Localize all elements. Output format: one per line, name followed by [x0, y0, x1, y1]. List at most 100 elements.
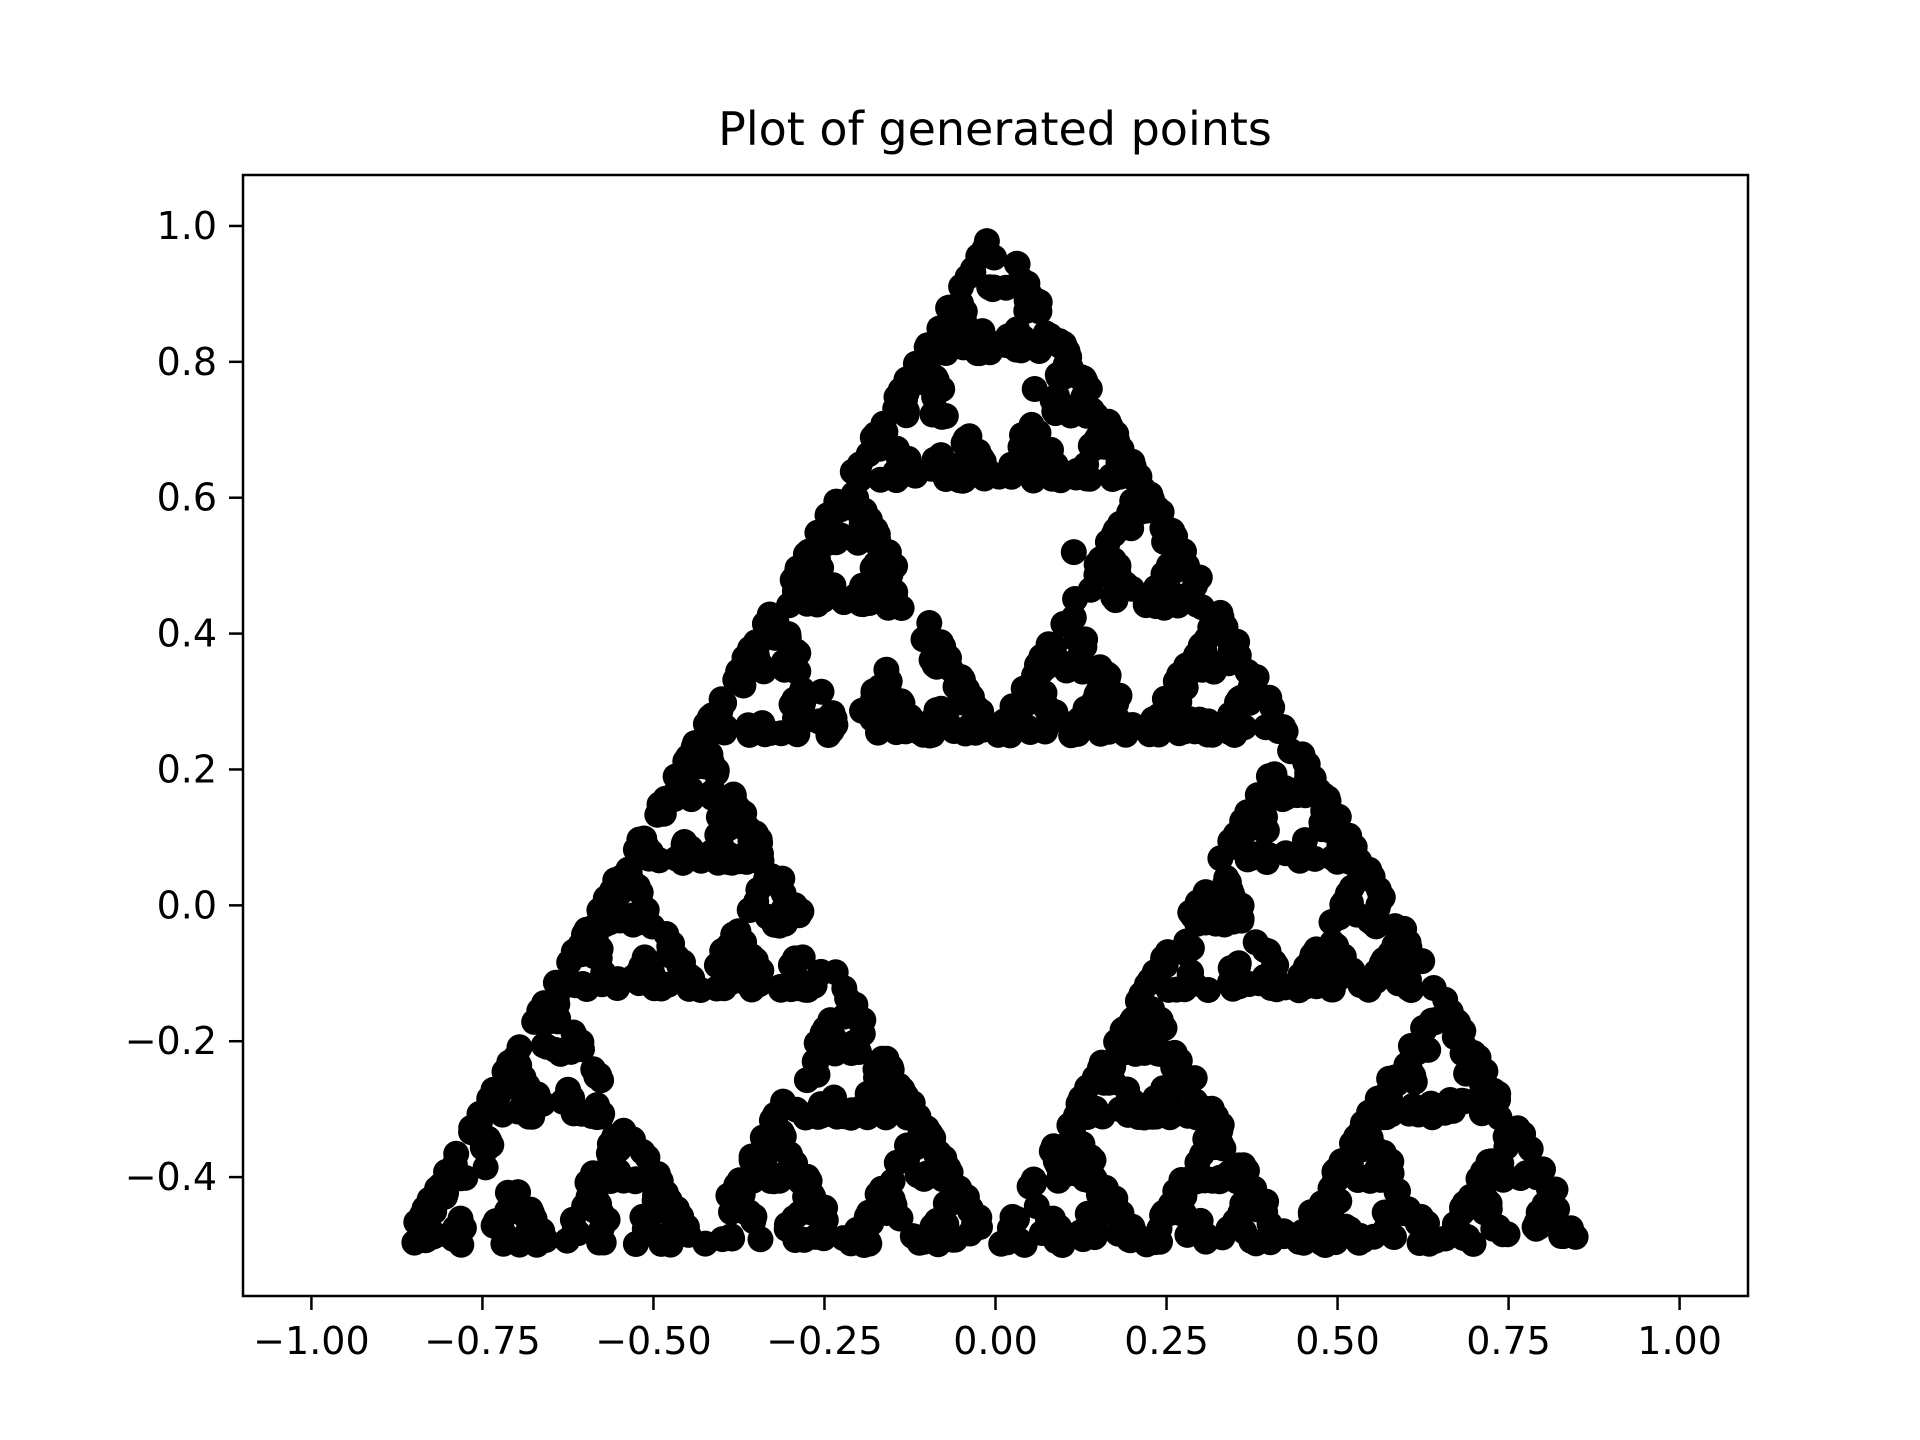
scatter-point	[703, 975, 730, 1002]
scatter-point	[1056, 344, 1083, 371]
scatter-point	[875, 594, 902, 621]
scatter-point	[819, 700, 846, 727]
scatter-point	[1480, 1077, 1507, 1104]
scatter-point	[873, 1200, 900, 1226]
scatter-point	[878, 1054, 904, 1081]
scatter-point	[760, 1168, 787, 1195]
scatter-point	[1221, 721, 1248, 748]
scatter-point	[850, 1007, 877, 1034]
scatter-point	[785, 574, 812, 601]
scatter-point	[1377, 1067, 1404, 1094]
scatter-point	[666, 952, 693, 979]
scatter-point	[1076, 375, 1103, 402]
y-tick-label: −0.2	[125, 1019, 217, 1063]
scatter-point	[795, 538, 822, 565]
scatter-point	[824, 583, 851, 609]
scatter-point	[1037, 323, 1063, 350]
scatter-point	[954, 264, 981, 291]
scatter-points	[401, 228, 1589, 1258]
scatter-point	[916, 610, 943, 636]
scatter-point	[1270, 1218, 1297, 1245]
scatter-point	[1250, 786, 1276, 812]
scatter-point	[1066, 708, 1093, 735]
scatter-point	[918, 646, 945, 673]
scatter-point	[1114, 1076, 1141, 1103]
scatter-point	[737, 635, 763, 662]
scatter-point	[1007, 433, 1034, 460]
scatter-point	[1085, 710, 1111, 737]
scatter-point	[1450, 1018, 1477, 1044]
scatter-point	[623, 1166, 650, 1193]
x-tick-label: 0.75	[1466, 1319, 1551, 1363]
scatter-point	[747, 1226, 774, 1253]
scatter-point	[951, 298, 978, 325]
scatter-point	[506, 1034, 533, 1061]
scatter-point	[1085, 1181, 1112, 1208]
scatter-point	[889, 690, 916, 717]
scatter-point	[1043, 1228, 1069, 1254]
scatter-point	[592, 885, 619, 912]
scatter-point	[785, 658, 812, 685]
scatter-point	[1220, 833, 1247, 860]
scatter-point	[831, 975, 858, 1002]
scatter-point	[946, 1175, 973, 1202]
scatter-point	[1260, 960, 1287, 987]
scatter-point	[714, 809, 741, 836]
scatter-point	[1318, 1196, 1345, 1223]
scatter-point	[936, 451, 963, 478]
scatter-point	[831, 1003, 858, 1030]
scatter-point	[1251, 937, 1278, 964]
x-tick-label: 0.00	[953, 1319, 1038, 1363]
scatter-point	[847, 588, 874, 615]
scatter-point	[1385, 1199, 1412, 1226]
scatter-point	[530, 1032, 557, 1059]
scatter-point	[1139, 1103, 1166, 1130]
scatter-point	[1155, 976, 1182, 1003]
scatter-point	[827, 496, 854, 523]
scatter-point	[1252, 1199, 1279, 1226]
scatter-point	[1228, 905, 1255, 932]
scatter-point	[720, 921, 747, 948]
scatter-point	[626, 970, 652, 997]
scatter-point	[563, 1030, 590, 1056]
scatter-point	[1229, 1190, 1256, 1217]
scatter-point	[1272, 718, 1299, 745]
scatter-point	[434, 1159, 461, 1186]
scatter-point	[728, 669, 755, 696]
scatter-point	[1308, 1230, 1335, 1256]
scatter-point	[906, 719, 933, 745]
scatter-point	[736, 897, 763, 923]
scatter-point	[1171, 538, 1197, 565]
scatter-point	[1024, 460, 1051, 487]
scatter-point	[1154, 939, 1181, 966]
scatter-point	[1062, 586, 1089, 612]
scatter-point	[636, 845, 663, 872]
scatter-point	[792, 976, 819, 1003]
scatter-point	[1157, 1191, 1184, 1218]
scatter-point	[988, 1230, 1015, 1257]
scatter-point	[1378, 1101, 1404, 1128]
scatter-point	[1184, 1149, 1211, 1176]
scatter-point	[969, 335, 996, 362]
scatter-point	[569, 971, 596, 997]
scatter-point	[933, 340, 959, 366]
scatter-point	[859, 555, 886, 581]
scatter-point	[911, 1165, 937, 1192]
scatter-point	[1284, 777, 1311, 804]
scatter-point	[1325, 803, 1352, 830]
scatter-point	[1023, 1193, 1050, 1220]
scatter-point	[1129, 475, 1156, 502]
scatter-point	[846, 451, 873, 478]
scatter-point	[1062, 1160, 1089, 1187]
scatter-point	[766, 912, 793, 939]
scatter-point	[1104, 682, 1131, 709]
scatter-point	[626, 906, 653, 933]
scatter-point	[1069, 1131, 1096, 1157]
scatter-point	[1203, 1103, 1230, 1130]
scatter-point	[574, 1169, 601, 1196]
scatter-point	[920, 1125, 947, 1151]
scatter-point	[966, 1204, 993, 1231]
scatter-point	[1336, 822, 1363, 849]
chart-title: Plot of generated points	[718, 102, 1272, 156]
scatter-point	[1359, 863, 1386, 890]
